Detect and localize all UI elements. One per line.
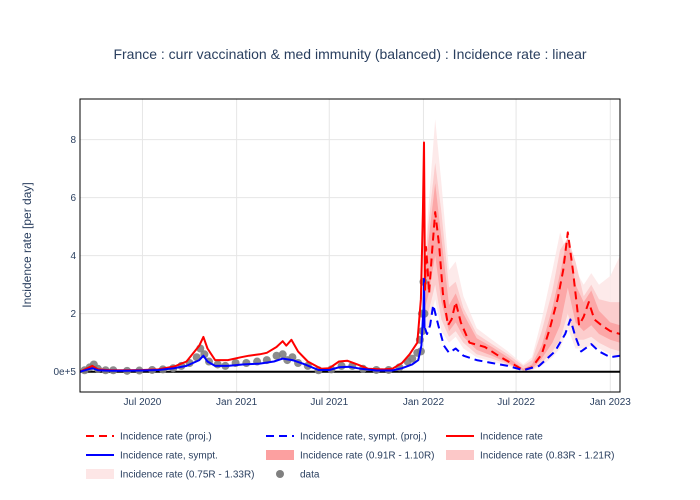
series-line: [424, 211, 621, 372]
x-tick-label: Jan 2023: [590, 397, 632, 408]
legend-swatch: [86, 469, 114, 479]
y-tick-label: 4: [70, 251, 76, 262]
legend-label: Incidence rate (0.75R - 1.33R): [120, 470, 255, 481]
legend: Incidence rate (proj.) Incidence rate, sy…: [86, 432, 615, 481]
legend-label: Incidence rate, sympt.: [120, 451, 218, 462]
x-tick-label: Jul 2022: [497, 397, 535, 408]
x-tick-label: Jan 2022: [403, 397, 445, 408]
legend-label: Incidence rate: [480, 432, 543, 443]
legend-label: Incidence rate, sympt. (proj.): [300, 432, 427, 443]
legend-swatch: [446, 450, 474, 460]
line-layer: [79, 141, 621, 373]
x-tick-label: Jan 2021: [216, 397, 258, 408]
legend-label: Incidence rate (proj.): [120, 432, 212, 443]
band-area: [425, 162, 620, 371]
chart-title: France : curr vaccination & med immunity…: [113, 46, 586, 62]
plot-frame: [79, 98, 621, 393]
legend-swatch: [276, 470, 284, 478]
y-tick-label: 0e+5: [53, 367, 76, 378]
series-line: [79, 277, 426, 373]
data-point: [242, 358, 251, 367]
data-point: [272, 351, 281, 360]
y-tick-label: 6: [70, 193, 76, 204]
tick-layer: Jul 2020 Jan 2021 Jul 2021 Jan 2022 Jul 2022…: [53, 135, 631, 408]
data-point: [408, 354, 417, 363]
legend-swatch: [266, 450, 294, 460]
data-point: [337, 361, 346, 370]
data-point: [278, 350, 287, 359]
y-tick-label: 2: [70, 309, 76, 320]
data-point: [192, 353, 201, 362]
x-tick-label: Jul 2021: [310, 397, 348, 408]
legend-label: Incidence rate (0.91R - 1.10R): [300, 451, 435, 462]
band-layer: [425, 119, 620, 371]
y-tick-label: 8: [70, 135, 76, 146]
legend-label: data: [300, 470, 320, 481]
legend-label: Incidence rate (0.83R - 1.21R): [480, 451, 615, 462]
data-point: [213, 360, 222, 369]
y-axis-title: Incidence rate [per day]: [20, 182, 34, 307]
series-line: [424, 304, 621, 372]
x-tick-label: Jul 2020: [124, 397, 162, 408]
grid-layer: [80, 99, 620, 392]
